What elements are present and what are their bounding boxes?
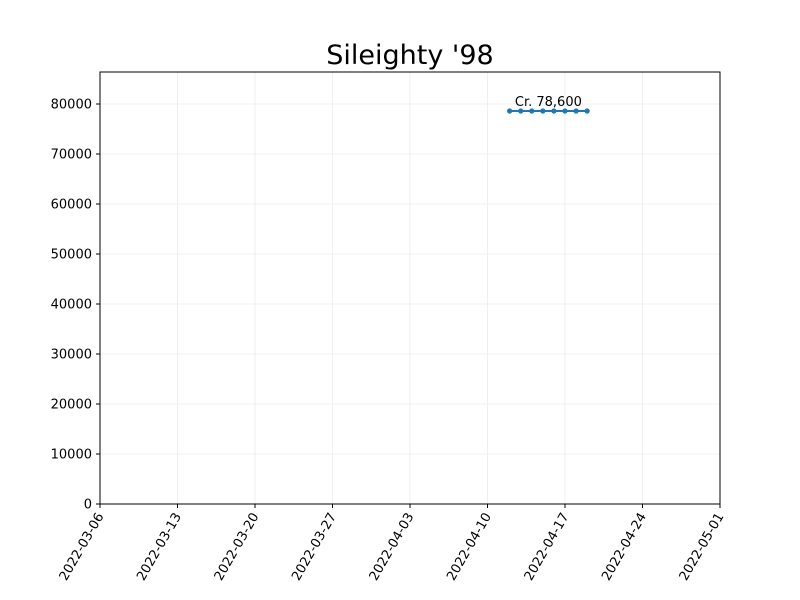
grid-lines (99, 72, 721, 505)
data-point (551, 108, 557, 114)
y-tick-label: 60000 (51, 198, 92, 213)
data-point (518, 108, 524, 114)
x-tick-label: 2022-03-27 (289, 511, 340, 584)
data-point (540, 108, 546, 114)
data-point (584, 108, 590, 114)
y-tick-label: 10000 (51, 448, 92, 463)
x-tick-label: 2022-04-24 (599, 511, 650, 584)
y-tick-label: 30000 (51, 348, 92, 363)
x-tick-label: 2022-05-01 (677, 511, 728, 584)
x-tick-label: 2022-04-17 (522, 511, 573, 584)
data-label: Cr. 78,600 (515, 95, 582, 110)
data-point (507, 108, 513, 114)
y-tick-label: 70000 (51, 148, 92, 163)
x-tick-label: 2022-03-06 (57, 511, 108, 584)
data-point (529, 108, 535, 114)
x-tick-label: 2022-04-03 (367, 511, 418, 584)
data-point (573, 108, 579, 114)
y-tick-label: 0 (84, 498, 92, 513)
chart-title: Sileighty '98 (326, 40, 493, 71)
x-axis-ticks: 2022-03-06 2022-03-13 2022-03-20 2022-03-27… (57, 504, 728, 584)
series-layer (507, 108, 590, 114)
data-point (562, 108, 568, 114)
x-tick-label: 2022-03-20 (212, 511, 263, 584)
y-tick-label: 40000 (51, 298, 92, 313)
y-axis-ticks: 0 10000 20000 30000 40000 50000 60000 70000 8000… (51, 98, 100, 513)
x-tick-label: 2022-03-13 (134, 511, 185, 584)
y-tick-label: 20000 (51, 398, 92, 413)
y-tick-label: 50000 (51, 248, 92, 263)
annotations: Cr. 78,600 (515, 95, 582, 110)
y-tick-label: 80000 (51, 98, 92, 113)
x-tick-label: 2022-04-10 (444, 511, 495, 584)
